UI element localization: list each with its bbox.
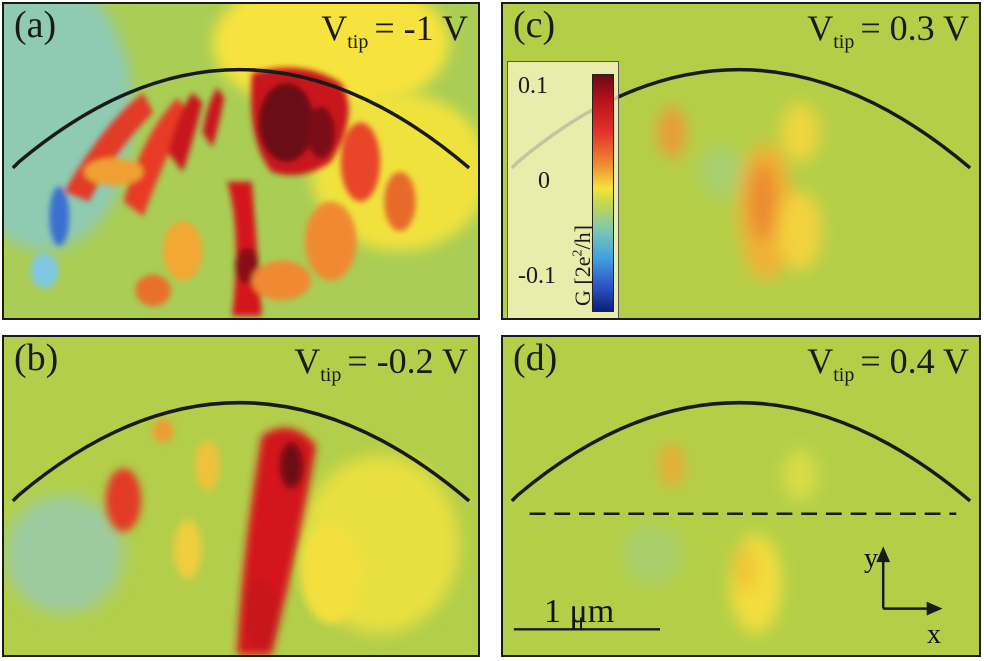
vtip-value-c: = 0.3 V (860, 8, 969, 48)
vtip-symbol: V (294, 341, 321, 381)
vtip-subscript: tip (833, 364, 855, 386)
conductance-map-b (4, 337, 478, 655)
device-boundary-b (11, 400, 471, 503)
vtip-value-a: = -1 V (374, 8, 468, 48)
panel-b: (b) Vtip = -0.2 V (2, 335, 480, 657)
axis-label-y: y (864, 543, 878, 574)
panel-a: (a) Vtip = -1 V (2, 2, 480, 320)
conductance-map-d (503, 337, 979, 655)
vtip-symbol: V (807, 8, 834, 48)
vtip-symbol: V (807, 341, 834, 381)
vtip-subscript: tip (347, 31, 369, 53)
vtip-subscript: tip (320, 364, 342, 386)
colorbar: 0.1 0 -0.1 G [2e2/h] (507, 61, 619, 318)
panel-label-a: (a) (14, 4, 57, 46)
scalebar-label: 1 μm (544, 593, 615, 630)
axis-label-x: x (927, 619, 941, 650)
colorbar-unit-label: G [2e2/h] (570, 225, 595, 306)
panel-c: (c) Vtip = 0.3 V 0.1 0 -0.1 G [2e2/h] (501, 2, 981, 320)
axes-arrows (876, 546, 943, 616)
vtip-d: Vtip = 0.4 V (807, 341, 969, 385)
conductance-map-a (4, 4, 478, 318)
panel-label-c: (c) (513, 4, 556, 46)
device-boundary-a (11, 67, 471, 170)
vtip-b: Vtip = -0.2 V (294, 341, 468, 385)
panel-label-d: (d) (513, 337, 558, 379)
device-boundary-d (510, 400, 972, 503)
vtip-value-b: = -0.2 V (347, 341, 468, 381)
vtip-subscript: tip (833, 31, 855, 53)
colorbar-tick-zero: 0 (538, 168, 550, 194)
panel-d: (d) Vtip = 0.4 V 1 μm y x (501, 335, 981, 657)
panel-label-b: (b) (14, 337, 59, 379)
vtip-value-d: = 0.4 V (860, 341, 969, 381)
vtip-c: Vtip = 0.3 V (807, 8, 969, 52)
colorbar-tick-min: -0.1 (518, 263, 556, 289)
colorbar-gradient (592, 74, 614, 312)
colorbar-tick-max: 0.1 (518, 73, 548, 99)
vtip-symbol: V (321, 8, 348, 48)
vtip-a: Vtip = -1 V (321, 8, 468, 52)
